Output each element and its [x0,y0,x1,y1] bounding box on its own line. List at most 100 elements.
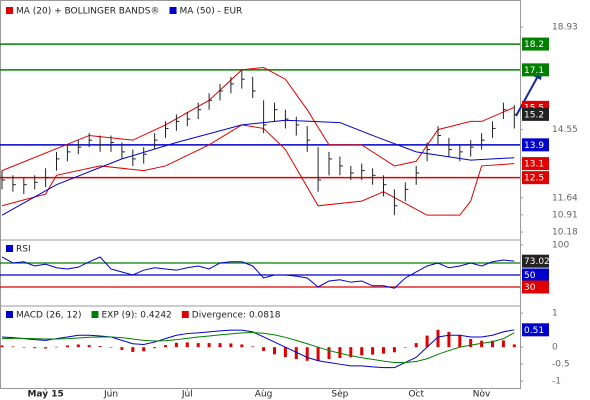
value-box [522,107,549,121]
histogram-bar [251,346,255,348]
histogram-bar [447,331,451,348]
value-box-label: 30 [524,283,536,293]
histogram-bar [382,347,385,354]
histogram-bar [371,347,375,355]
x-tick-label: Jul [181,390,193,400]
histogram-bar [207,343,211,348]
histogram-bar [33,347,37,349]
histogram-bar [327,347,331,360]
value-box [522,323,549,337]
histogram-bar [11,346,15,348]
indicator-line [1,256,515,289]
histogram-bar [392,347,396,353]
value-box [522,280,549,294]
value-box [522,268,549,282]
legend-swatch [6,245,13,252]
histogram-bar [65,345,69,348]
value-box-label: 0.51 [524,326,544,336]
macd-line [1,329,515,369]
y-tick-label: 10.91 [552,210,578,220]
legend-label: MA (50) - EUR [180,7,243,17]
legend-label: MACD (26, 12) [16,311,82,321]
y-tick-label: 18.93 [552,22,578,32]
histogram-bar [44,347,48,349]
histogram-bar [87,345,91,348]
legend-swatch [169,7,177,14]
plot-frame [0,0,521,389]
value-box-label: 12.5 [524,174,544,184]
value-box [522,157,549,171]
y-tick-label: -1 [552,377,561,387]
histogram-bar [240,344,244,348]
histogram-bar [283,347,287,358]
histogram-bar [338,347,342,359]
y-tick-label: 11.64 [552,193,578,203]
histogram-bar [414,343,418,348]
value-box-label: 13.9 [524,141,544,151]
y-tick-label: 1 [552,309,558,319]
x-tick-label: Sep [331,390,348,400]
histogram-bar [0,345,4,348]
histogram-bar [174,342,178,348]
histogram-bar [120,347,124,350]
macd-line [1,332,515,363]
histogram-bar [55,346,58,348]
value-box-label: 15.2 [524,110,544,120]
x-tick-label: Jun [103,390,118,400]
histogram-bar [185,342,189,348]
value-box [522,37,549,51]
histogram-bar [76,344,80,348]
histogram-bar [512,344,516,348]
histogram-bar [109,347,113,348]
histogram-bar [273,347,276,355]
histogram-bar [436,329,440,348]
histogram-bar [131,347,135,352]
legend-label: MA (20) + BOLLINGER BANDS® [16,7,160,17]
histogram-bar [142,347,146,352]
histogram-bar [218,343,222,348]
y-tick-label: 14.55 [552,125,578,135]
histogram-bar [491,340,494,348]
value-box-label: 18.2 [524,40,544,50]
x-tick-label: May 15 [27,390,63,400]
histogram-bar [164,345,167,348]
y-tick-label: 10.18 [552,228,578,238]
histogram-bar [501,340,505,348]
y-tick-label: 0 [552,343,558,353]
histogram-bar [98,346,102,348]
legend-swatch [181,311,189,318]
value-box [522,254,549,268]
value-box [522,63,549,77]
legend-label: RSI [16,245,31,255]
y-tick-label: -0.5 [552,360,570,370]
y-tick-label: 100 [552,240,569,250]
histogram-bar [294,347,298,360]
band-line [1,66,515,172]
histogram-bar [22,347,26,348]
histogram-bar [425,335,429,348]
legend-label: EXP (9): 0.4242 [102,311,172,321]
histogram-bar [305,347,309,361]
histogram-bar [196,343,200,348]
x-tick-label: Oct [408,390,424,400]
legend-label: Divergence: 0.0818 [192,311,281,321]
value-box-label: 50 [524,271,536,281]
legend-swatch [6,311,13,318]
histogram-bar [458,335,462,348]
value-box-label: 13.1 [524,160,544,170]
value-box [522,138,549,152]
histogram-bar [316,347,320,361]
histogram-bar [349,347,353,358]
value-box-label: 17.1 [524,66,544,76]
x-tick-label: Nov [473,390,491,400]
value-box-label: 73.02 [524,257,550,267]
histogram-bar [153,347,157,349]
x-tick-label: Aug [255,390,273,400]
histogram-bar [229,343,233,348]
legend-swatch [6,7,13,14]
histogram-bar [262,347,266,351]
value-box [522,171,549,185]
histogram-bar [360,347,364,356]
histogram-bar [469,339,473,348]
